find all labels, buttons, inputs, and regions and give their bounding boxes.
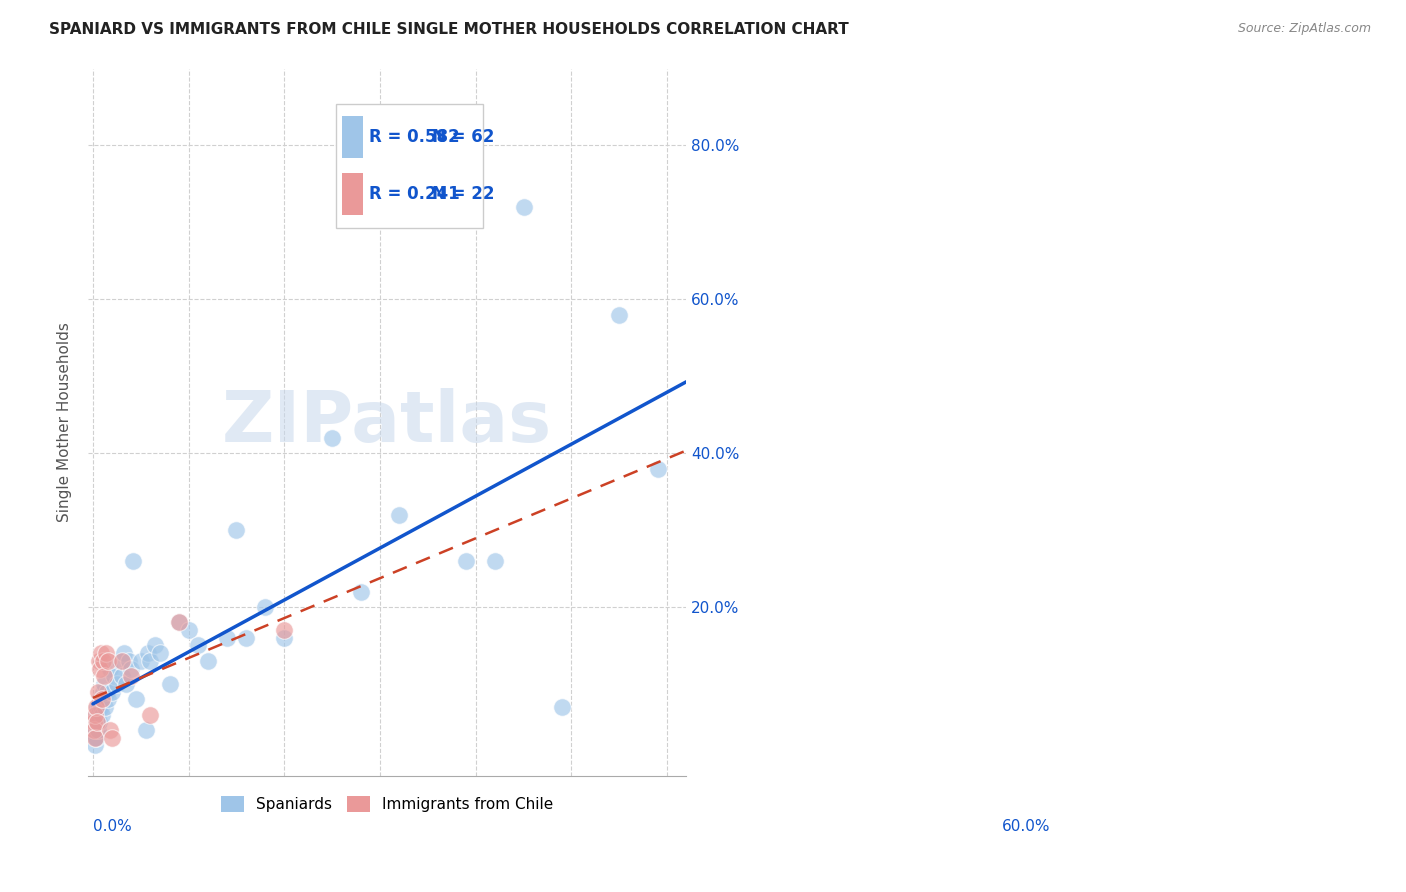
Point [321, 431, 343, 445]
Point [96, 684, 118, 698]
Point [159, 677, 181, 691]
Point [84, 700, 107, 714]
Point [90, 700, 112, 714]
Point [108, 654, 131, 668]
Point [83, 715, 105, 730]
Point [273, 631, 295, 645]
Point [94, 700, 117, 714]
Point [111, 669, 134, 683]
Point [84, 707, 107, 722]
Point [83, 715, 105, 730]
Point [456, 554, 478, 568]
Point [143, 639, 166, 653]
Text: 60.0%: 60.0% [1001, 819, 1050, 834]
Point [89, 661, 111, 675]
Point [90, 646, 112, 660]
Point [90, 707, 112, 722]
Point [83, 731, 105, 745]
Point [149, 646, 172, 660]
Point [83, 731, 105, 745]
Point [103, 669, 125, 683]
Point [86, 715, 108, 730]
Point [177, 623, 200, 637]
Point [215, 631, 238, 645]
Point [551, 700, 574, 714]
Point [84, 731, 107, 745]
Point [98, 723, 121, 737]
Point [86, 715, 108, 730]
Point [138, 646, 160, 660]
Point [350, 584, 373, 599]
Point [120, 661, 142, 675]
Point [87, 723, 110, 737]
Point [388, 508, 411, 522]
Point [120, 669, 142, 683]
Point [97, 654, 120, 668]
Point [87, 707, 110, 722]
Point [139, 654, 162, 668]
Point [96, 646, 118, 660]
Point [122, 554, 145, 568]
Point [101, 731, 124, 745]
Text: SPANIARD VS IMMIGRANTS FROM CHILE SINGLE MOTHER HOUSEHOLDS CORRELATION CHART: SPANIARD VS IMMIGRANTS FROM CHILE SINGLE… [49, 22, 849, 37]
Point [607, 308, 630, 322]
Point [90, 692, 112, 706]
Point [197, 654, 219, 668]
Point [129, 654, 152, 668]
Point [235, 631, 257, 645]
Point [167, 615, 190, 630]
Point [87, 700, 110, 714]
Point [83, 715, 105, 730]
Point [93, 669, 115, 683]
Point [93, 692, 115, 706]
Point [83, 707, 105, 722]
Point [115, 677, 138, 691]
Text: Source: ZipAtlas.com: Source: ZipAtlas.com [1237, 22, 1371, 36]
Point [83, 723, 105, 737]
Point [225, 523, 247, 537]
Legend: Spaniards, Immigrants from Chile: Spaniards, Immigrants from Chile [215, 790, 560, 818]
Point [83, 731, 105, 745]
Point [135, 723, 157, 737]
Point [118, 654, 141, 668]
Point [83, 723, 105, 737]
Point [112, 646, 135, 660]
Point [254, 599, 277, 614]
Point [83, 739, 105, 753]
Point [167, 615, 190, 630]
Point [105, 677, 128, 691]
Point [512, 200, 534, 214]
Point [139, 707, 162, 722]
Point [93, 677, 115, 691]
Y-axis label: Single Mother Households: Single Mother Households [58, 322, 72, 523]
Point [83, 723, 105, 737]
Point [89, 692, 111, 706]
Point [101, 684, 124, 698]
Point [91, 654, 114, 668]
Point [125, 692, 148, 706]
Point [111, 654, 134, 668]
Point [86, 700, 108, 714]
Point [87, 684, 110, 698]
Point [647, 461, 669, 475]
Point [97, 692, 120, 706]
Point [87, 715, 110, 730]
Point [87, 654, 110, 668]
Text: 0.0%: 0.0% [93, 819, 132, 834]
Point [484, 554, 506, 568]
Point [91, 684, 114, 698]
Point [187, 639, 209, 653]
Point [98, 661, 121, 675]
Point [273, 623, 295, 637]
Text: ZIPatlas: ZIPatlas [222, 388, 553, 457]
Point [84, 723, 107, 737]
